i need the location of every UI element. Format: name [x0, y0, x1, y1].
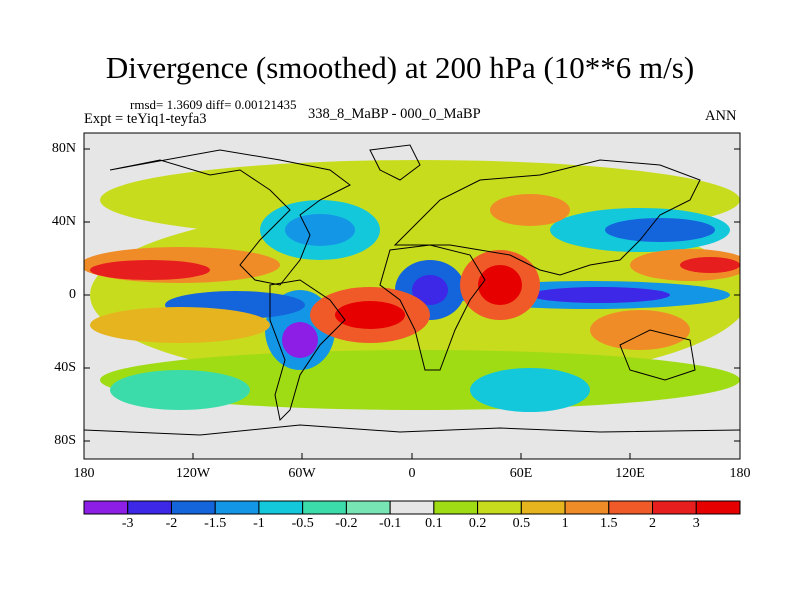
divergence-field	[84, 133, 740, 459]
coast-greenland	[369, 144, 421, 181]
colorbar-swatch	[608, 500, 654, 515]
neg-region-eq-east-core	[530, 287, 670, 303]
lon-ticks	[83, 453, 741, 459]
colorbar-swatch	[127, 500, 172, 515]
lat-ticks	[84, 148, 740, 442]
colorbar-label: 0.5	[512, 516, 531, 531]
colorbar-label: 0.1	[425, 516, 443, 531]
colorbar-swatch	[345, 500, 391, 515]
colorbar-swatch	[433, 500, 479, 515]
pos-region-arabia-core	[478, 265, 522, 305]
neg-region-samerica-core	[282, 322, 318, 358]
colorbar-swatch	[258, 500, 304, 515]
colorbar-swatch	[389, 500, 435, 515]
colorbar-swatch	[564, 500, 610, 515]
colorbar-swatch	[652, 500, 697, 515]
colorbar-label: -2	[165, 516, 178, 531]
lat-label-40s: 40S	[54, 360, 76, 375]
period-label: 338_8_MaBP - 000_0_MaBP	[308, 106, 481, 122]
neg-region-npac-core	[605, 218, 715, 242]
neg-region-africa-core	[412, 275, 448, 305]
coast-africa	[379, 244, 486, 371]
colorbar-swatch	[170, 500, 216, 515]
experiment-label: Expt = teYiq1-teyfa3	[84, 111, 207, 127]
colorbar-label: 0.2	[468, 516, 487, 531]
coast-south-america	[269, 279, 346, 422]
colorbar-swatch	[695, 500, 741, 515]
lon-label-60e: 60E	[509, 466, 533, 481]
lat-label-0: 0	[69, 287, 76, 302]
colorbar-label: 1	[561, 516, 569, 531]
colorbar-label: 1.5	[600, 516, 618, 531]
colorbar-label: -1.5	[204, 516, 227, 531]
lat-label-80s: 80S	[54, 433, 76, 448]
colorbar	[83, 500, 741, 515]
neg-region-south-pac	[110, 370, 250, 410]
colorbar-swatch	[520, 500, 566, 515]
pos-region-wpac-core	[680, 257, 740, 273]
colorbar-label: -0.5	[291, 516, 314, 531]
colorbar-label: -0.2	[335, 516, 358, 531]
colorbar-swatch	[302, 500, 347, 515]
colorbar-swatch	[214, 500, 260, 515]
stats-line: rmsd= 1.3609 diff= 0.00121435	[130, 97, 297, 112]
pos-region-spac	[90, 307, 270, 343]
neg-region-natl-core	[285, 214, 355, 246]
lon-label-60w: 60W	[288, 466, 316, 481]
colorbar-label: 3	[692, 516, 700, 531]
colorbar-swatch	[477, 500, 522, 515]
coast-north-america	[109, 149, 351, 286]
lon-label-120w: 120W	[175, 466, 211, 481]
plot-title: Divergence (smoothed) at 200 hPa (10**6 …	[105, 50, 695, 85]
lat-label-40n: 40N	[51, 214, 76, 229]
colorbar-label: -3	[121, 516, 134, 531]
lon-label-0: 0	[408, 466, 416, 481]
lat-label-80n: 80N	[51, 141, 76, 156]
pos-region-epac-north-core	[90, 260, 210, 280]
coastlines	[84, 144, 740, 436]
pos-region-indian	[590, 310, 690, 350]
colorbar-label: -0.1	[379, 516, 402, 531]
season-label: ANN	[705, 108, 737, 124]
lon-label-180w: 180	[73, 466, 95, 481]
coast-antarctica	[84, 424, 740, 436]
colorbar-label: 2	[649, 516, 657, 531]
pos-region-atl-core	[335, 301, 405, 329]
coast-eurasia	[393, 159, 701, 276]
lon-label-180e: 180	[729, 466, 751, 481]
coast-australia	[619, 329, 696, 381]
lon-label-120e: 120E	[615, 466, 645, 481]
pos-region-north-mid	[490, 194, 570, 226]
colorbar-swatch	[83, 500, 129, 515]
colorbar-label: -1	[253, 516, 265, 531]
neg-region-south-ind	[470, 368, 590, 412]
